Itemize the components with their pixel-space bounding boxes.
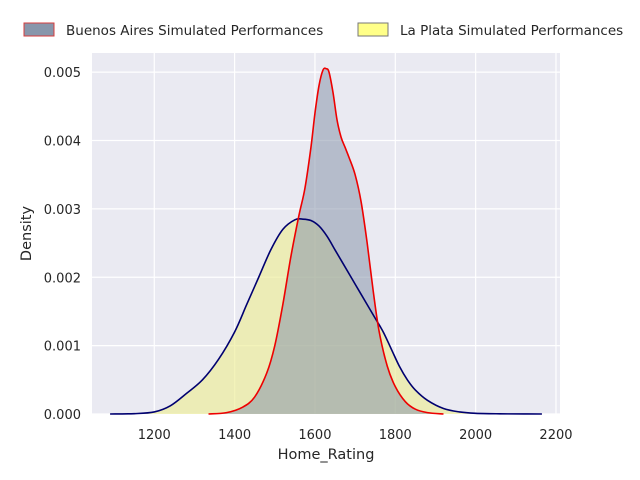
x-tick-labels: 1200 1400 1600 1800 2000 2200 [138,428,573,443]
buenos-aires-simulated-performances-legend-label: Buenos Aires Simulated Performances [66,23,323,39]
buenos-aires-simulated-performances-legend-swatch [23,22,55,37]
y-tick-labels: 0.000 0.001 0.002 0.003 0.004 0.005 [44,66,81,423]
y-tick-label: 0.002 [44,271,81,286]
series-lines [110,67,542,415]
x-tick-label: 1400 [218,428,251,443]
y-axis-label: Density [19,206,35,262]
x-tick-label: 1600 [298,428,331,443]
plot-area [92,53,560,415]
x-tick-label: 1800 [379,428,412,443]
legend: Buenos Aires Simulated Performances La Pl… [23,22,623,39]
buenos-aires-simulated-performances-line [208,67,444,415]
y-tick-label: 0.004 [44,135,81,150]
x-tick-label: 1200 [138,428,171,443]
la-plata-simulated-performances-legend-label: La Plata Simulated Performances [400,23,623,39]
buenos-aires-simulated-performances-fill [208,68,444,414]
x-tick-label: 2200 [539,428,572,443]
y-tick-label: 0.003 [44,203,81,218]
x-axis-label: Home_Rating [278,447,375,463]
y-tick-label: 0.001 [44,340,81,355]
x-tick-label: 2000 [459,428,492,443]
series-fills [110,68,542,414]
y-tick-label: 0.000 [44,408,81,423]
y-tick-label: 0.005 [44,66,81,81]
la-plata-simulated-performances-legend-swatch [357,22,389,37]
la-plata-simulated-performances-line [110,218,542,415]
